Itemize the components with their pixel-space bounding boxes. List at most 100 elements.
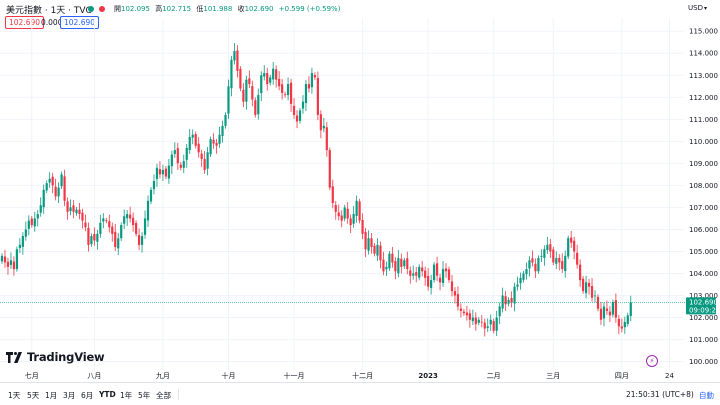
lightning-icon[interactable]: ⚡ <box>646 355 658 367</box>
buy-price-button[interactable]: 102.690 <box>60 16 100 29</box>
candle-body <box>328 150 331 188</box>
candle-body <box>230 59 233 89</box>
spread-value: 0.000 <box>41 18 63 27</box>
candle <box>60 171 63 189</box>
candle-body <box>543 249 546 258</box>
candle-body <box>331 186 334 204</box>
range-1y-button[interactable]: 1年 <box>120 391 133 400</box>
sell-price-button[interactable]: 102.690 <box>5 16 45 29</box>
price-axis-tick: 100.000 <box>689 358 718 366</box>
candle <box>233 43 236 65</box>
ohlc-high-key: 高 <box>155 5 163 13</box>
candle <box>570 230 573 248</box>
candle-body <box>379 245 382 261</box>
candle-body <box>132 217 135 226</box>
candle-body <box>462 311 465 314</box>
range-5y-button[interactable]: 5年 <box>138 391 151 400</box>
candle <box>173 142 176 158</box>
candle-body <box>227 86 230 114</box>
candle-body <box>164 168 167 177</box>
candle <box>361 213 364 240</box>
price-axis-tick: 109.000 <box>689 160 718 168</box>
candle <box>364 227 367 258</box>
candle <box>462 308 465 316</box>
candle <box>48 172 51 188</box>
toolbar-divider <box>178 389 179 400</box>
candle <box>587 279 591 295</box>
candle <box>137 228 141 251</box>
candle <box>382 251 385 276</box>
candle-body <box>319 114 322 131</box>
candle-body <box>352 214 355 224</box>
candle <box>427 267 430 291</box>
candle <box>239 66 242 92</box>
candle-body <box>388 253 391 269</box>
candle <box>87 222 90 252</box>
auto-scale-button[interactable]: 自動 <box>699 391 714 400</box>
candle-body <box>552 249 555 263</box>
range-1d-button[interactable]: 1天 <box>8 391 21 400</box>
range-1m-button[interactable]: 1月 <box>45 391 58 400</box>
candle-body <box>507 299 510 304</box>
candle-body <box>72 205 75 212</box>
candle <box>111 222 114 242</box>
candle <box>626 312 629 327</box>
currency-dropdown-icon[interactable]: ▾ <box>704 5 708 12</box>
candle <box>561 253 564 274</box>
candle-body <box>528 260 531 269</box>
candle-body <box>143 218 147 235</box>
symbol-title[interactable]: 美元指數 · 1天 · TVC <box>6 6 92 16</box>
price-axis-tick: 104.000 <box>689 270 718 278</box>
candle-body <box>224 114 227 126</box>
candle <box>143 210 147 239</box>
candle <box>96 229 99 250</box>
candle <box>158 161 162 179</box>
candle <box>227 79 230 119</box>
candle-body <box>576 252 579 265</box>
tradingview-logo[interactable]: TradingView <box>6 350 105 364</box>
candle-body <box>573 240 576 252</box>
candle <box>242 83 245 107</box>
range-5d-button[interactable]: 5天 <box>27 391 40 400</box>
price-chart[interactable]: 100.000 101.000 102.000 103.000 104.000 105.0… <box>0 0 720 382</box>
candle-body <box>3 256 7 263</box>
candle-body <box>391 253 394 263</box>
candle-body <box>424 270 427 278</box>
range-3m-button[interactable]: 3月 <box>63 391 76 400</box>
candle-body <box>257 95 260 115</box>
candle-body <box>75 209 78 214</box>
price-axis-tick: 113.000 <box>689 72 718 80</box>
price-axis-tick: 110.000 <box>689 138 718 146</box>
ohlc-values: 開102.095 高102.715 低101.988 收102.690 +0.5… <box>114 4 343 14</box>
candle-body <box>129 214 132 219</box>
candle-body <box>15 249 18 270</box>
candle <box>54 178 57 201</box>
timezone-button[interactable]: 21:50:31 (UTC+8) <box>626 390 694 399</box>
candle <box>409 266 412 284</box>
range-ytd-button[interactable]: YTD <box>99 390 116 399</box>
candle <box>209 136 212 157</box>
candle <box>21 232 24 255</box>
candle <box>313 72 316 81</box>
currency-label[interactable]: USD <box>688 4 703 12</box>
candle <box>480 315 483 328</box>
candle-body <box>593 295 597 297</box>
candle-body <box>385 266 388 270</box>
candle-body <box>191 134 194 138</box>
candle <box>528 256 531 277</box>
candle <box>57 182 60 204</box>
candle-body <box>364 231 367 250</box>
candle-body <box>310 73 314 88</box>
candle-body <box>409 270 412 276</box>
candle-body <box>135 223 138 234</box>
candle-body <box>608 311 612 316</box>
range-6m-button[interactable]: 6月 <box>81 391 94 400</box>
last-price-value: 102.690 <box>689 298 718 306</box>
candle <box>373 243 376 257</box>
candle <box>269 74 272 86</box>
candle <box>376 238 379 261</box>
price-axis-tick: 105.000 <box>689 248 718 256</box>
candle-body <box>200 153 203 159</box>
range-all-button[interactable]: 全部 <box>156 391 171 400</box>
candle <box>346 202 349 224</box>
